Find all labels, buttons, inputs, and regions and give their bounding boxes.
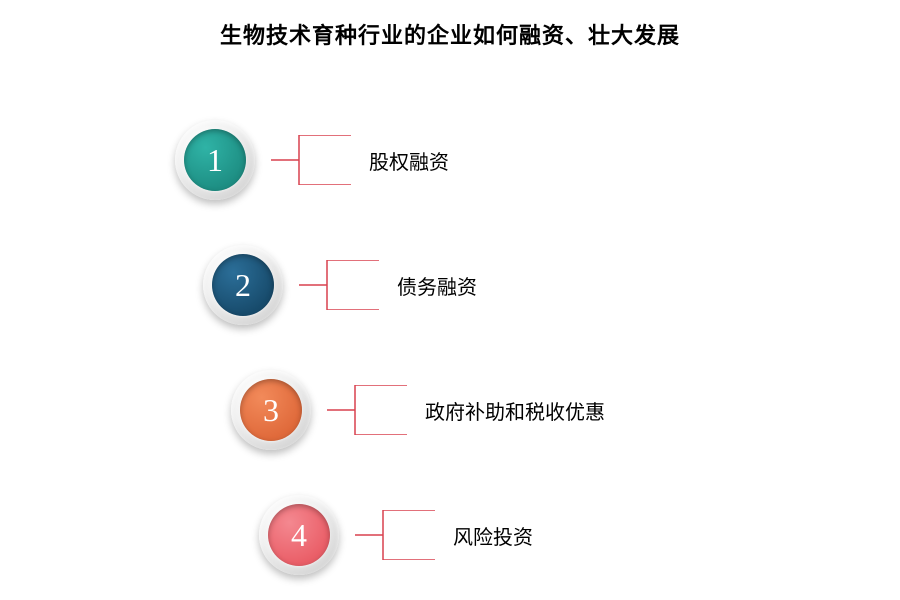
bracket-connector-icon — [355, 510, 435, 560]
page-title: 生物技术育种行业的企业如何融资、壮大发展 — [0, 18, 900, 50]
number-badge: 1 — [175, 120, 255, 200]
bracket-connector-icon — [299, 260, 379, 310]
item-label: 风险投资 — [453, 521, 533, 550]
bracket-connector-icon — [271, 135, 351, 185]
badge-inner-circle: 3 — [240, 379, 302, 441]
item-label: 政府补助和税收优惠 — [425, 396, 605, 425]
list-item: 1 股权融资 — [175, 120, 449, 200]
list-item: 4 风险投资 — [259, 495, 533, 575]
number-badge: 3 — [231, 370, 311, 450]
badge-inner-circle: 2 — [212, 254, 274, 316]
badge-inner-circle: 4 — [268, 504, 330, 566]
list-item: 2 债务融资 — [203, 245, 477, 325]
number-badge: 2 — [203, 245, 283, 325]
item-label: 股权融资 — [369, 146, 449, 175]
item-label: 债务融资 — [397, 271, 477, 300]
badge-inner-circle: 1 — [184, 129, 246, 191]
number-badge: 4 — [259, 495, 339, 575]
bracket-connector-icon — [327, 385, 407, 435]
list-item: 3 政府补助和税收优惠 — [231, 370, 605, 450]
